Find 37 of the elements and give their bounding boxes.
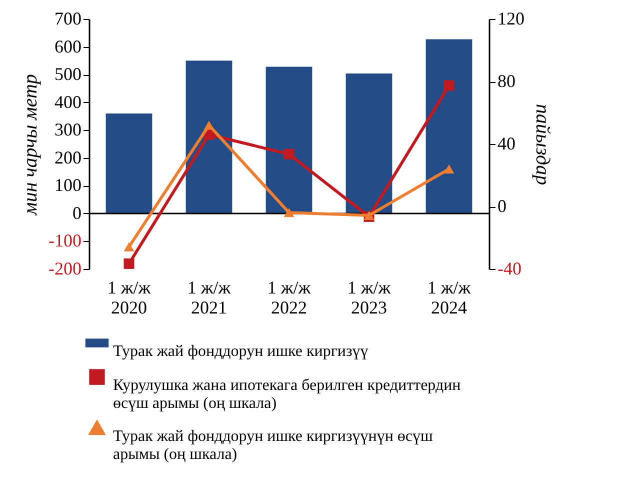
y-tick-label: 100: [54, 175, 82, 196]
x-tick-label: 1 ж/ж 2020: [107, 278, 152, 318]
legend-label: Турак жай фонддорун ишке киргизүүнүн өсүш арымы (оң шкала): [113, 428, 434, 463]
y-tick-label: 0: [72, 202, 82, 223]
point: [284, 148, 294, 160]
point: [204, 120, 214, 130]
bar: [266, 66, 312, 214]
bar: [346, 73, 392, 214]
y2-tick-label: 0: [498, 196, 506, 216]
x-tick-label: 1 ж/ж 2023: [347, 278, 392, 318]
y-tick-label: 400: [54, 92, 82, 112]
y2-tick-label: 120: [498, 8, 524, 28]
point: [444, 164, 454, 174]
y-tick-label: 600: [54, 36, 82, 56]
x-tick-label: 1 ж/ж 2021: [187, 278, 232, 318]
point: [124, 242, 134, 252]
y-tick-label: 500: [54, 64, 82, 84]
y-tick-label: -200: [48, 258, 82, 278]
y-tick-label: -100: [48, 230, 82, 251]
point: [124, 258, 134, 269]
legend-label: Курулушка жана ипотекага берилген кредиттердин өсүш арымы (оң шкала): [113, 377, 462, 412]
y2-tick-label: -40: [498, 258, 522, 278]
y-tick-label: 700: [54, 8, 82, 28]
bar: [106, 113, 152, 214]
y2-axis-title: пайыздар: [532, 104, 554, 186]
bar: [426, 39, 472, 214]
bar: [186, 60, 232, 214]
point: [444, 80, 454, 91]
legend-label: Турак жай фонддорун ишке киргизүү: [113, 343, 368, 360]
y-tick-label: 300: [54, 120, 82, 140]
y-tick-label: 200: [54, 147, 82, 168]
x-tick-label: 1 ж/ж 2024: [427, 278, 472, 318]
y2-tick-label: 80: [498, 71, 516, 91]
point: [284, 208, 294, 218]
y-axis-title: мин чарчы метр: [20, 74, 42, 216]
y2-tick-label: 40: [498, 134, 516, 154]
x-tick-label: 1 ж/ж 2022: [267, 278, 312, 318]
